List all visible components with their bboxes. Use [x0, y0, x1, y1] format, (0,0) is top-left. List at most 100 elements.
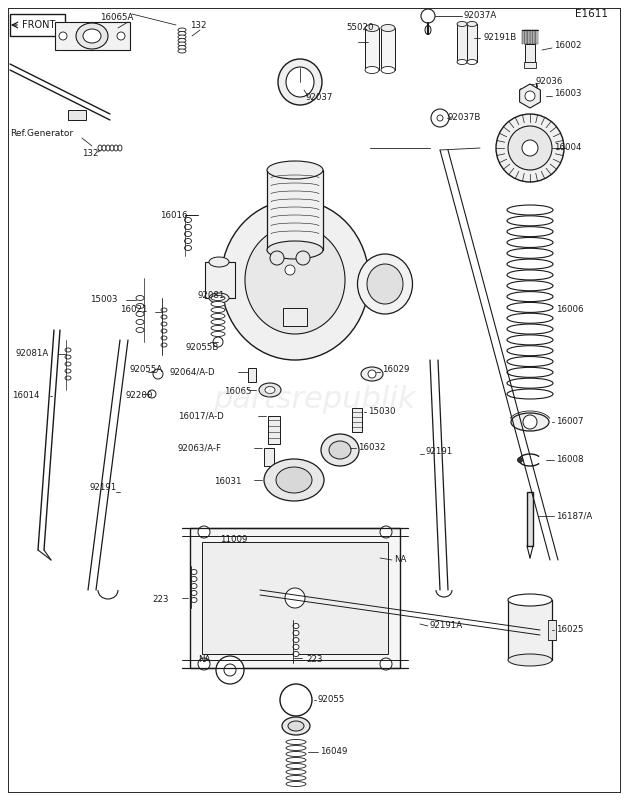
Ellipse shape — [425, 26, 431, 34]
Ellipse shape — [507, 205, 553, 215]
Text: 92064/A-D: 92064/A-D — [170, 367, 215, 377]
Circle shape — [153, 369, 163, 379]
Ellipse shape — [286, 782, 306, 786]
Ellipse shape — [507, 367, 553, 378]
Bar — [535, 30, 536, 44]
Bar — [248, 368, 256, 382]
Ellipse shape — [209, 257, 229, 267]
Polygon shape — [519, 84, 540, 108]
Ellipse shape — [507, 216, 553, 226]
Text: 92081A: 92081A — [16, 350, 49, 358]
Ellipse shape — [136, 303, 144, 309]
Ellipse shape — [286, 758, 306, 762]
Text: 16002: 16002 — [554, 42, 582, 50]
Ellipse shape — [178, 28, 186, 32]
Text: 15030: 15030 — [368, 407, 396, 417]
Ellipse shape — [211, 314, 225, 318]
Text: 92036: 92036 — [536, 78, 563, 86]
Bar — [202, 542, 388, 654]
Text: 16049: 16049 — [320, 747, 347, 757]
Text: 92191A: 92191A — [430, 622, 463, 630]
Ellipse shape — [178, 31, 186, 35]
Bar — [522, 30, 523, 44]
Text: 16016: 16016 — [160, 210, 188, 219]
Ellipse shape — [507, 302, 553, 313]
Ellipse shape — [457, 59, 467, 65]
Text: 16006: 16006 — [556, 306, 583, 314]
Ellipse shape — [286, 739, 306, 745]
Text: 16032: 16032 — [358, 443, 386, 453]
Ellipse shape — [221, 200, 369, 360]
Ellipse shape — [191, 583, 197, 589]
Text: 223: 223 — [306, 655, 323, 665]
Ellipse shape — [267, 161, 323, 179]
Ellipse shape — [118, 145, 122, 151]
Ellipse shape — [507, 378, 553, 388]
Ellipse shape — [329, 441, 351, 459]
Bar — [10, 14, 65, 36]
Ellipse shape — [65, 362, 71, 366]
Ellipse shape — [185, 246, 192, 250]
Ellipse shape — [178, 46, 186, 50]
Ellipse shape — [507, 291, 553, 302]
Bar — [267, 170, 323, 250]
Ellipse shape — [507, 226, 553, 237]
Ellipse shape — [507, 324, 553, 334]
Ellipse shape — [507, 314, 553, 323]
Ellipse shape — [293, 638, 299, 642]
Ellipse shape — [161, 336, 167, 340]
Ellipse shape — [161, 322, 167, 326]
Bar — [68, 110, 86, 120]
Ellipse shape — [286, 746, 306, 750]
Circle shape — [198, 658, 210, 670]
Ellipse shape — [507, 335, 553, 345]
Ellipse shape — [467, 59, 477, 65]
Text: 92055A: 92055A — [130, 366, 163, 374]
Text: 16021: 16021 — [120, 306, 148, 314]
Ellipse shape — [65, 348, 71, 352]
Ellipse shape — [136, 311, 144, 317]
Text: 92081: 92081 — [198, 290, 225, 299]
Text: 132: 132 — [190, 22, 207, 30]
Circle shape — [380, 526, 392, 538]
Ellipse shape — [507, 259, 553, 269]
Bar — [365, 28, 379, 70]
Ellipse shape — [110, 145, 114, 151]
Bar — [524, 30, 525, 44]
Ellipse shape — [209, 293, 229, 303]
Bar — [457, 24, 467, 62]
Ellipse shape — [259, 383, 281, 397]
Ellipse shape — [276, 467, 312, 493]
Ellipse shape — [211, 307, 225, 313]
Ellipse shape — [161, 308, 167, 312]
Circle shape — [117, 32, 125, 40]
Ellipse shape — [178, 49, 186, 53]
Ellipse shape — [286, 751, 306, 757]
Text: 16029: 16029 — [382, 366, 409, 374]
Bar — [268, 416, 280, 444]
Ellipse shape — [185, 225, 192, 230]
Ellipse shape — [381, 25, 395, 31]
Text: 92037A: 92037A — [464, 11, 497, 21]
Circle shape — [285, 588, 305, 608]
Text: 16187/A: 16187/A — [556, 511, 592, 521]
Bar — [283, 308, 307, 326]
Ellipse shape — [211, 295, 225, 301]
Text: 16008: 16008 — [556, 455, 583, 465]
Text: 16065A: 16065A — [100, 14, 133, 22]
Bar — [536, 30, 538, 44]
Circle shape — [523, 415, 537, 429]
Ellipse shape — [381, 66, 395, 74]
Ellipse shape — [508, 594, 552, 606]
Ellipse shape — [293, 623, 299, 629]
Text: 92055B: 92055B — [186, 343, 219, 353]
Bar — [352, 408, 362, 432]
Ellipse shape — [286, 67, 314, 97]
Ellipse shape — [265, 386, 275, 394]
Bar — [533, 30, 534, 44]
Text: 92063/A-F: 92063/A-F — [178, 443, 222, 453]
Ellipse shape — [178, 38, 186, 42]
Ellipse shape — [507, 389, 553, 399]
Circle shape — [496, 114, 564, 182]
Text: 132: 132 — [82, 150, 99, 158]
